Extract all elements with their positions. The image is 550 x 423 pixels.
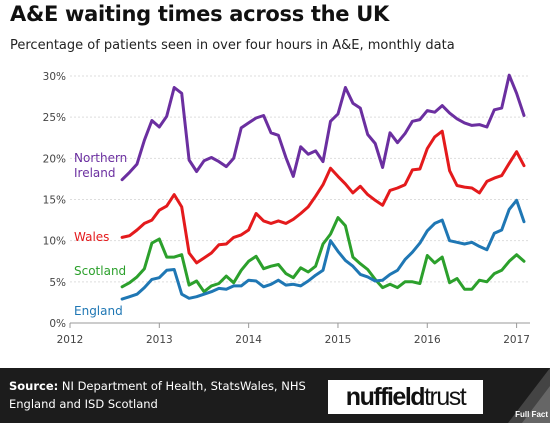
full-fact-label: Full Fact <box>515 410 548 419</box>
x-tick-label: 2015 <box>325 334 352 346</box>
y-tick-label: 30% <box>43 71 66 83</box>
x-tick-label: 2017 <box>503 334 530 346</box>
x-tick-label: 2016 <box>414 334 441 346</box>
nuffield-trust-logo: nuffieldtrust <box>328 380 483 414</box>
source-note: Source: NI Department of Health, StatsWa… <box>9 377 319 413</box>
y-tick-label: 10% <box>43 236 66 248</box>
y-tick-label: 0% <box>49 318 66 330</box>
source-label: Source: <box>9 379 59 393</box>
chart-title: A&E waiting times across the UK <box>10 2 389 26</box>
series-line-scotland <box>120 216 526 294</box>
line-chart: 0% 5% 10% 15% 20% 25% 30% 2012 2013 2014 2015 2016 2… <box>43 71 530 346</box>
y-tick-label: 5% <box>49 277 66 289</box>
y-tick-label: 15% <box>43 195 66 207</box>
series-label-wales: Wales <box>74 230 109 244</box>
chart-subtitle: Percentage of patients seen in over four… <box>10 38 455 53</box>
series-line-england <box>120 198 526 301</box>
x-tick-label: 2013 <box>146 334 173 346</box>
source-text: NI Department of Health, StatsWales, NHS… <box>9 379 306 411</box>
series-line-northern-ireland <box>120 73 526 182</box>
y-tick-label: 20% <box>43 153 66 165</box>
full-fact-badge: Full Fact <box>500 368 550 423</box>
x-tick-label: 2012 <box>57 334 84 346</box>
series-label-northern-ireland: Northern Ireland <box>74 151 127 180</box>
series-label-england: England <box>74 304 123 318</box>
series-label-scotland: Scotland <box>74 264 126 278</box>
series-line-wales <box>120 129 526 265</box>
x-tick-label: 2014 <box>235 334 262 346</box>
y-tick-label: 25% <box>43 112 66 124</box>
full-fact-icon <box>508 368 550 423</box>
footer: Source: NI Department of Health, StatsWa… <box>0 368 550 423</box>
